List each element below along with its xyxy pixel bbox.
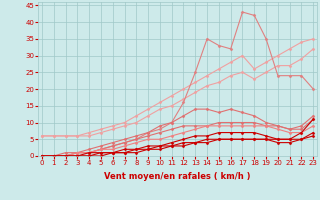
X-axis label: Vent moyen/en rafales ( km/h ): Vent moyen/en rafales ( km/h ): [104, 172, 251, 181]
